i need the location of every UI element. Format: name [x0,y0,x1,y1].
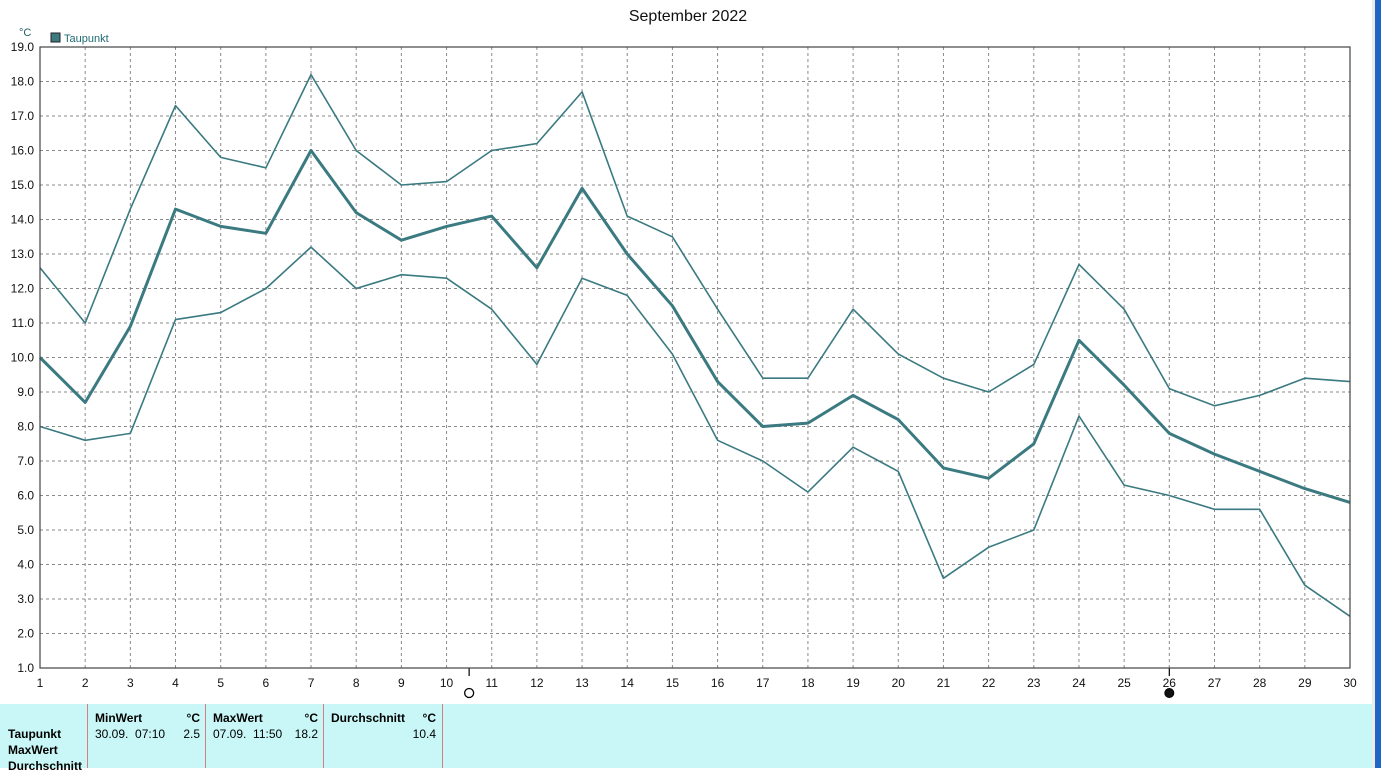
maxwert-unit: °C [304,711,318,725]
series-lines [38,73,1351,617]
x-tick-label: 6 [263,676,270,690]
legend-label-taupunkt: Taupunkt [64,33,109,45]
y-tick-label: 18.0 [11,75,35,89]
series-line-max [39,73,1351,407]
y-tick-label: 2.0 [17,627,34,641]
y-tick-label: 4.0 [17,558,34,572]
x-tick-label: 5 [217,676,224,690]
maxwert-value: 18.2 [294,727,318,741]
row-label-maxwert: MaxWert [8,743,58,757]
x-tick-label: 18 [801,676,815,690]
y-tick-label: 14.0 [11,213,35,227]
minwert-column: MinWert °C 30.09. 07:10 2.5 [87,704,206,768]
x-tick-label: 7 [308,676,315,690]
axis-ticks: 1.0 2.0 3.0 4.0 5.0 6.0 7.0 8.0 9.0 10.0 11.0 12.0 1… [11,40,1357,690]
maxwert-time: 07.09. 11:50 [213,727,283,741]
x-tick-label: 4 [172,676,179,690]
durchschnitt-unit: °C [422,711,436,725]
moon-phase-markers [463,668,1175,699]
x-tick-label: 3 [127,676,134,690]
durchschnitt-column: Durchschnitt °C 10.4 [323,704,443,768]
y-tick-label: 10.0 [11,351,35,365]
x-tick-label: 27 [1208,676,1222,690]
series-line-avg [38,149,1351,504]
window-edge [1372,0,1381,768]
durchschnitt-value: 10.4 [412,727,436,741]
x-tick-label: 30 [1343,676,1357,690]
x-tick-label: 29 [1298,676,1312,690]
y-tick-label: 8.0 [17,420,34,434]
x-tick-label: 20 [892,676,906,690]
x-tick-label: 19 [846,676,860,690]
x-tick-label: 23 [1027,676,1041,690]
new-moon-icon [1164,688,1175,698]
y-tick-label: 9.0 [17,385,34,399]
x-tick-label: 21 [937,676,951,690]
x-tick-label: 14 [621,676,635,690]
x-tick-label: 12 [530,676,544,690]
x-tick-label: 10 [440,676,454,690]
y-tick-label: 3.0 [17,592,34,606]
y-tick-label: 19.0 [11,40,35,54]
x-tick-label: 16 [711,676,725,690]
x-tick-label: 9 [398,676,405,690]
x-tick-label: 28 [1253,676,1267,690]
x-tick-label: 8 [353,676,360,690]
y-tick-label: 1.0 [17,661,34,675]
x-tick-label: 17 [756,676,770,690]
x-tick-label: 2 [82,676,89,690]
y-tick-label: 15.0 [11,178,35,192]
x-tick-label: 1 [37,676,44,690]
full-moon-icon [463,687,475,699]
row-label-durchschnitt: Durchschnitt [8,759,83,773]
y-tick-label: 16.0 [11,144,35,158]
plot-frame [39,46,1351,669]
maxwert-header: MaxWert [213,711,263,725]
minwert-unit: °C [186,711,200,725]
series-line-min [39,246,1351,617]
chart-title: September 2022 [629,8,747,25]
statistics-panel: Taupunkt MaxWert Durchschnitt MinWert °C… [0,704,1372,773]
x-tick-label: 11 [485,676,498,690]
grid [40,47,1350,668]
x-tick-label: 22 [982,676,996,690]
legend-swatch [50,32,61,43]
minwert-value: 2.5 [183,727,200,741]
row-label-taupunkt: Taupunkt [8,727,62,741]
x-tick-label: 13 [575,676,589,690]
y-tick-label: 7.0 [17,454,34,468]
x-tick-label: 24 [1072,676,1086,690]
y-tick-label: 5.0 [17,523,34,537]
x-tick-label: 26 [1163,676,1177,690]
y-tick-label: 6.0 [17,489,34,503]
x-tick-label: 15 [666,676,680,690]
x-tick-label: 25 [1117,676,1131,690]
y-axis-unit: °C [19,27,31,39]
y-tick-label: 11.0 [12,316,35,330]
y-tick-label: 17.0 [11,109,35,123]
maxwert-column: MaxWert °C 07.09. 11:50 18.2 [205,704,324,768]
dewpoint-chart: September 2022 °C Taupunkt 1.0 2.0 3.0 4.0 5… [11,8,1357,699]
minwert-header: MinWert [95,711,143,725]
durchschnitt-header: Durchschnitt [331,711,406,725]
y-tick-label: 13.0 [11,247,35,261]
minwert-time: 30.09. 07:10 [95,727,166,741]
y-tick-label: 12.0 [11,282,35,296]
